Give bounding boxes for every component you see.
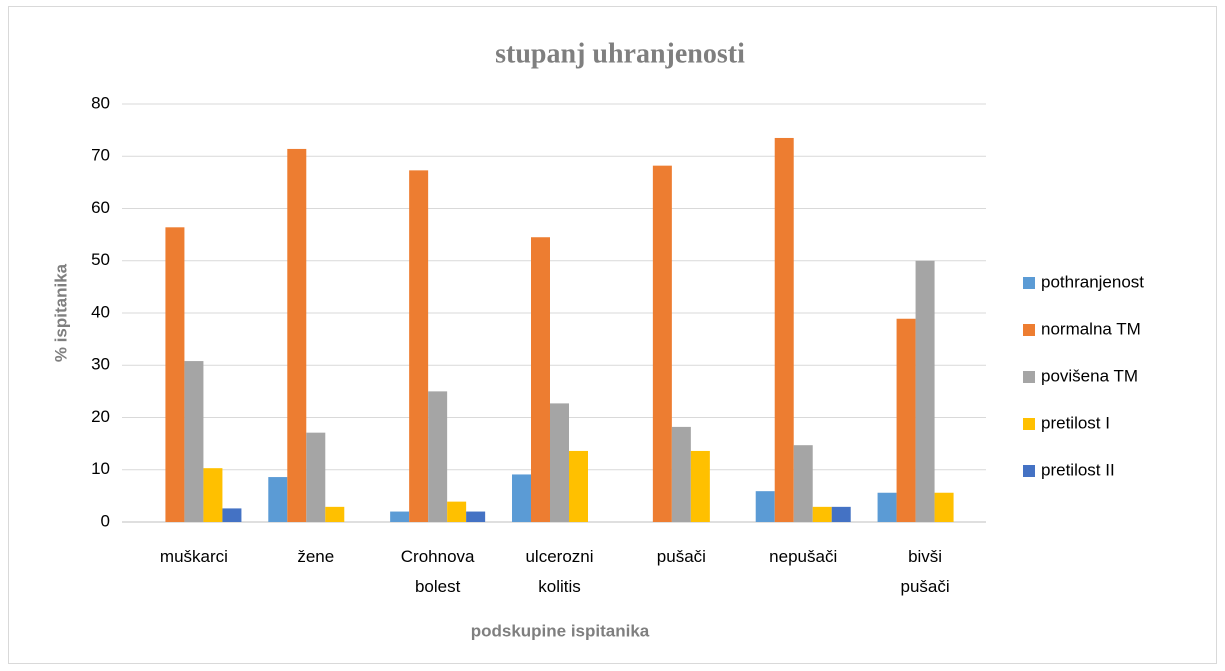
legend-swatch	[1023, 465, 1035, 477]
bar	[831, 506, 851, 522]
legend-label: pothranjenost	[1041, 272, 1144, 291]
bar	[793, 445, 813, 522]
x-tick-label: pušači	[657, 547, 706, 566]
legend-swatch	[1023, 418, 1035, 430]
x-tick-label: muškarci	[160, 547, 228, 566]
bar	[812, 506, 832, 522]
bar	[165, 227, 185, 522]
y-tick-label: 0	[101, 511, 110, 530]
legend-swatch	[1023, 371, 1035, 383]
bar	[690, 450, 710, 522]
bar	[531, 237, 550, 523]
legend-label: pretilost II	[1041, 460, 1115, 479]
y-tick-label: 40	[91, 302, 110, 321]
bar	[877, 492, 897, 522]
bar	[409, 170, 429, 523]
y-tick-label: 80	[91, 93, 110, 112]
y-tick-label: 30	[91, 355, 110, 374]
bar	[306, 432, 326, 522]
legend-label: normalna TM	[1041, 319, 1141, 338]
y-axis-title: % ispitanika	[51, 263, 70, 362]
bar	[287, 148, 307, 522]
bar	[569, 450, 588, 522]
legend-label: pretilost I	[1041, 413, 1110, 432]
bar	[447, 501, 467, 522]
bar	[934, 492, 954, 522]
bar	[184, 361, 204, 522]
bar	[915, 260, 935, 522]
y-tick-label: 10	[91, 459, 110, 478]
bar	[268, 477, 288, 522]
legend-label: povišena TM	[1041, 366, 1138, 385]
bar	[203, 468, 223, 522]
x-tick-label: Crohnova bolest	[401, 547, 475, 596]
bar	[671, 426, 691, 522]
bar	[466, 511, 486, 522]
bar	[512, 474, 531, 522]
bar	[222, 508, 242, 522]
bar	[755, 491, 775, 522]
bar	[390, 511, 410, 522]
legend-swatch	[1023, 324, 1035, 336]
y-tick-label: 70	[91, 146, 110, 165]
chart-title: stupanj uhranjenosti	[495, 38, 745, 69]
bar	[896, 318, 916, 522]
bar	[428, 391, 448, 522]
x-tick-label: nepušači	[769, 547, 837, 566]
bar	[325, 506, 345, 522]
bar	[652, 165, 672, 522]
x-tick-label: žene	[297, 547, 334, 566]
y-tick-label: 50	[91, 250, 110, 269]
y-tick-label: 60	[91, 198, 110, 217]
bar	[550, 403, 569, 522]
y-tick-label: 20	[91, 407, 110, 426]
bar	[774, 137, 794, 522]
x-tick-label: ulcerozni kolitis	[525, 547, 593, 596]
x-axis-title: podskupine ispitanika	[471, 621, 650, 640]
x-tick-label: bivši pušači	[901, 547, 950, 596]
chart-frame	[8, 6, 1217, 664]
legend-swatch	[1023, 277, 1035, 289]
